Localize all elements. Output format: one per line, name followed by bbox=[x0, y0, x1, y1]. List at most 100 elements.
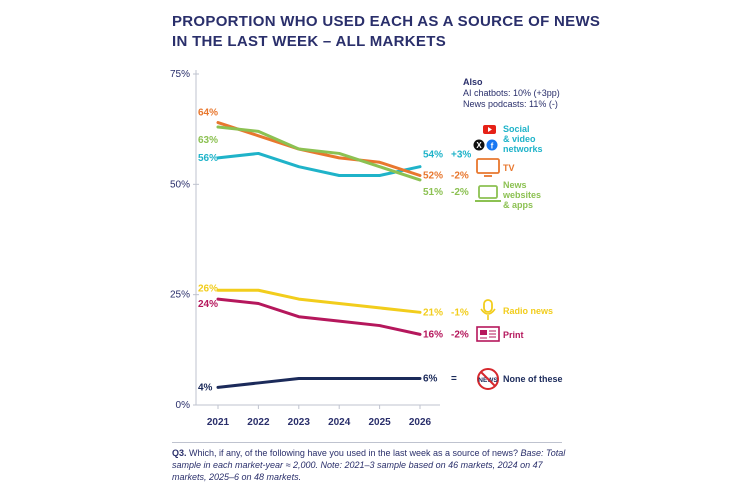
no-slash bbox=[480, 371, 496, 387]
start-value-label: 4% bbox=[198, 382, 213, 393]
no-news-icon: NEWS bbox=[477, 368, 499, 390]
end-value-label: 52% bbox=[423, 171, 443, 182]
end-value-label: 51% bbox=[423, 187, 443, 198]
series-line bbox=[216, 288, 422, 314]
data-point bbox=[297, 165, 300, 168]
data-point bbox=[338, 174, 341, 177]
x-glyph: X bbox=[476, 141, 482, 150]
legend-label-none: None of these bbox=[503, 374, 563, 384]
change-label: -2% bbox=[451, 187, 469, 198]
data-point bbox=[338, 302, 341, 305]
legend-label-websites: websites bbox=[502, 190, 541, 200]
data-point bbox=[418, 178, 422, 182]
data-point bbox=[216, 125, 220, 129]
facebook-glyph: f bbox=[491, 142, 494, 151]
data-point bbox=[378, 324, 381, 327]
data-point bbox=[378, 161, 381, 164]
data-point bbox=[378, 165, 381, 168]
legend-label-print: Print bbox=[503, 330, 524, 340]
data-point bbox=[297, 147, 300, 151]
data-point bbox=[418, 311, 422, 314]
legend-label-social: Social bbox=[503, 124, 530, 134]
mic-head bbox=[483, 299, 493, 313]
data-point bbox=[338, 319, 341, 323]
also-ai-chatbots: AI chatbots: 10% (+3pp) bbox=[463, 88, 560, 98]
end-value-label: 16% bbox=[423, 329, 443, 340]
data-point bbox=[297, 315, 300, 318]
data-point bbox=[418, 165, 422, 168]
legend-label-websites: & apps bbox=[503, 200, 533, 210]
data-point bbox=[378, 377, 381, 380]
data-point bbox=[378, 174, 381, 177]
data-point bbox=[257, 289, 260, 292]
paper-frame bbox=[476, 326, 500, 342]
x-tick-label: 2024 bbox=[328, 417, 351, 428]
laptop-screen bbox=[478, 185, 498, 199]
start-value-label: 64% bbox=[198, 108, 218, 119]
legend-label-websites: News bbox=[503, 180, 527, 190]
legend-label-social: networks bbox=[503, 144, 543, 154]
change-label: +3% bbox=[451, 150, 471, 161]
series-line bbox=[216, 377, 422, 389]
x-tick-label: 2021 bbox=[207, 417, 230, 428]
tv-screen bbox=[476, 158, 500, 174]
series-lines bbox=[216, 121, 422, 389]
data-point bbox=[338, 152, 341, 155]
tv-icon bbox=[476, 158, 500, 177]
data-point bbox=[216, 386, 220, 389]
series-line bbox=[216, 297, 422, 336]
chart-title: PROPORTION WHO USED EACH AS A SOURCE OF … bbox=[172, 13, 601, 50]
data-point bbox=[378, 306, 381, 310]
y-tick-label: 0% bbox=[176, 400, 191, 411]
axes: 75% 50% 25% 0% 2021 2022 2023 2024 2025 2026 bbox=[170, 69, 440, 428]
x-tick-label: 2026 bbox=[409, 417, 432, 428]
also-note: Also AI chatbots: 10% (+3pp) News podcas… bbox=[463, 77, 560, 110]
series-line bbox=[216, 125, 422, 182]
data-point bbox=[216, 297, 220, 301]
newspaper-icon bbox=[476, 326, 500, 342]
facebook-icon bbox=[486, 139, 498, 151]
end-value-label: 21% bbox=[423, 307, 443, 318]
y-tick-label: 25% bbox=[170, 290, 190, 301]
data-point bbox=[216, 121, 220, 124]
data-point bbox=[257, 381, 260, 385]
start-value-label: 63% bbox=[198, 135, 218, 146]
start-value-label: 24% bbox=[198, 299, 218, 310]
end-value-label: 54% bbox=[423, 150, 443, 161]
microphone-icon bbox=[480, 299, 496, 320]
y-tick-label: 50% bbox=[170, 179, 190, 190]
play-icon bbox=[488, 127, 492, 132]
data-point bbox=[338, 377, 341, 380]
also-news-podcasts: News podcasts: 11% (-) bbox=[463, 99, 558, 109]
also-heading: Also bbox=[463, 77, 483, 87]
laptop-icon bbox=[475, 185, 501, 202]
footnote-question: Which, if any, of the following have you… bbox=[186, 448, 519, 458]
data-point bbox=[297, 377, 300, 380]
data-point bbox=[216, 156, 220, 160]
data-point bbox=[418, 333, 422, 336]
series-line bbox=[216, 121, 422, 178]
legend-label-social: & video bbox=[503, 134, 536, 144]
data-point bbox=[257, 134, 260, 137]
footnote: Q3. Which, if any, of the following have… bbox=[172, 447, 572, 483]
data-point bbox=[257, 130, 260, 133]
mic-cradle bbox=[480, 308, 496, 315]
footnote-base-note: Base: Total sample in each market-year ≈… bbox=[172, 448, 566, 482]
data-point bbox=[338, 156, 341, 160]
data-point bbox=[257, 302, 260, 305]
change-label: -2% bbox=[451, 329, 469, 340]
start-value-label: 26% bbox=[198, 283, 218, 294]
series-labels: 56% 64% 63% 26% 24% 4% 54% +3% 52% -2% 51% -2% 21% -1… bbox=[198, 108, 471, 394]
change-label: -1% bbox=[451, 307, 469, 318]
legend-label-tv: TV bbox=[503, 163, 515, 173]
footnote-question-number: Q3. bbox=[172, 448, 187, 458]
series-line bbox=[216, 151, 422, 178]
end-value-label: 6% bbox=[423, 374, 438, 385]
paper-photo bbox=[480, 330, 487, 335]
x-tick-label: 2025 bbox=[368, 417, 391, 428]
y-tick-label: 75% bbox=[170, 69, 190, 80]
data-point bbox=[216, 289, 220, 292]
